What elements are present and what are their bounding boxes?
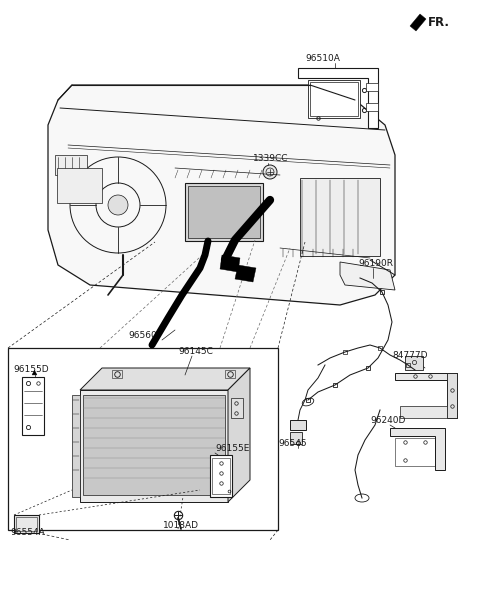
Polygon shape: [390, 428, 445, 470]
Text: 96554A: 96554A: [10, 528, 45, 537]
Bar: [231, 398, 243, 418]
Bar: [188, 186, 260, 238]
Bar: [290, 420, 306, 430]
Text: 96155D: 96155D: [13, 365, 48, 374]
Ellipse shape: [302, 398, 314, 406]
Ellipse shape: [331, 240, 349, 250]
Text: 1339CC: 1339CC: [253, 154, 288, 163]
Text: 96510A: 96510A: [305, 54, 340, 63]
Bar: [57, 168, 102, 203]
Bar: [55, 155, 87, 175]
Bar: [8, 348, 278, 530]
Polygon shape: [298, 68, 378, 128]
Bar: [400, 406, 447, 418]
Text: 96545: 96545: [278, 439, 307, 448]
Polygon shape: [80, 368, 250, 390]
Text: 1018AD: 1018AD: [163, 521, 199, 530]
Bar: [83, 395, 225, 495]
Bar: [366, 103, 378, 111]
Bar: [310, 82, 358, 116]
Polygon shape: [220, 255, 240, 272]
Bar: [185, 183, 263, 241]
Circle shape: [263, 165, 277, 179]
Bar: [112, 370, 122, 378]
Text: 96145C: 96145C: [178, 347, 213, 356]
Polygon shape: [395, 373, 457, 418]
Polygon shape: [410, 14, 426, 31]
Bar: [300, 178, 380, 256]
Polygon shape: [340, 262, 395, 290]
Bar: [225, 370, 235, 378]
Polygon shape: [235, 265, 256, 282]
Text: 96560F: 96560F: [128, 331, 162, 340]
Bar: [366, 83, 378, 91]
Polygon shape: [80, 390, 228, 502]
Ellipse shape: [355, 494, 369, 502]
Circle shape: [108, 195, 128, 215]
Text: 84777D: 84777D: [392, 351, 428, 360]
Bar: [395, 438, 435, 466]
Bar: [405, 356, 423, 370]
Polygon shape: [228, 368, 250, 502]
Bar: [72, 395, 80, 497]
Bar: [290, 432, 302, 444]
Text: FR.: FR.: [428, 16, 450, 28]
Text: 96190R: 96190R: [358, 259, 393, 268]
Polygon shape: [48, 85, 395, 305]
Bar: [447, 373, 457, 418]
Text: 96155E: 96155E: [215, 444, 250, 453]
Bar: [14, 515, 39, 533]
Bar: [212, 458, 230, 494]
Bar: [210, 455, 232, 497]
Text: 96240D: 96240D: [370, 416, 406, 425]
Bar: [16, 517, 37, 531]
Bar: [22, 377, 44, 435]
Bar: [308, 80, 360, 118]
